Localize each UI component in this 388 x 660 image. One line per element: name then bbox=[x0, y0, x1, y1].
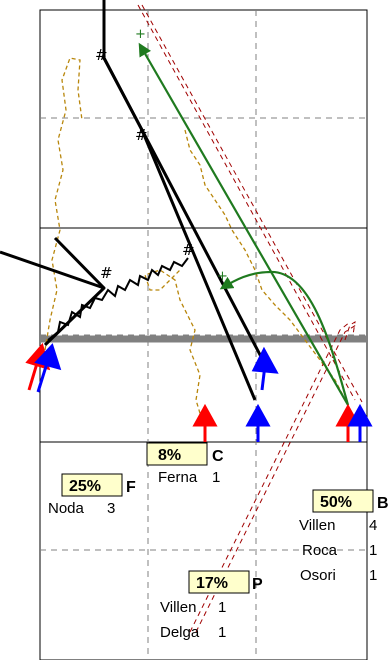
player-count: 1 bbox=[218, 599, 226, 616]
label-percent: 17% bbox=[196, 575, 228, 592]
player-name: Villen bbox=[299, 517, 335, 534]
player-count: 1 bbox=[218, 624, 226, 641]
label-letter: F bbox=[126, 479, 136, 496]
label-letter: P bbox=[252, 576, 263, 593]
orange-dashed-route-center bbox=[144, 129, 349, 421]
player-name: Noda bbox=[48, 500, 85, 517]
route-markers: # # # # + + bbox=[95, 27, 228, 284]
black-routes bbox=[0, 0, 270, 401]
grid-lines bbox=[40, 10, 367, 660]
player-count: 1 bbox=[369, 542, 377, 559]
label-percent: 8% bbox=[158, 447, 181, 464]
label-p: 17% P Villen 1 Delga 1 bbox=[160, 570, 263, 641]
blue-arrows bbox=[34, 343, 373, 442]
hash-marker: # bbox=[100, 264, 113, 282]
hash-marker: # bbox=[182, 241, 195, 259]
player-name: Villen bbox=[160, 599, 196, 616]
label-letter: B bbox=[377, 495, 388, 512]
player-count: 1 bbox=[212, 469, 220, 486]
player-name: Roca bbox=[302, 542, 338, 559]
label-f: 25% F Noda 3 bbox=[48, 473, 136, 517]
label-letter: C bbox=[212, 448, 224, 465]
label-percent: 25% bbox=[69, 478, 101, 495]
player-count: 1 bbox=[369, 567, 377, 584]
plus-marker: + bbox=[135, 27, 146, 42]
orange-dashed-route-left bbox=[44, 57, 83, 351]
label-b: 50% B Villen 4 Roca 1 Osori 1 bbox=[299, 489, 388, 584]
label-c: 8% C Ferna 1 bbox=[146, 442, 224, 486]
player-name: Ferna bbox=[158, 469, 198, 486]
plus-marker: + bbox=[217, 269, 228, 284]
red-dashed-routes bbox=[137, 4, 363, 633]
hash-marker: # bbox=[95, 46, 108, 64]
green-routes bbox=[138, 42, 350, 406]
hash-marker: # bbox=[135, 126, 148, 144]
label-percent: 50% bbox=[320, 494, 352, 511]
player-name: Osori bbox=[300, 567, 336, 584]
player-count: 3 bbox=[107, 500, 115, 517]
player-count: 4 bbox=[369, 517, 377, 534]
player-name: Delga bbox=[160, 624, 200, 641]
black-zigzag-route bbox=[47, 257, 189, 341]
